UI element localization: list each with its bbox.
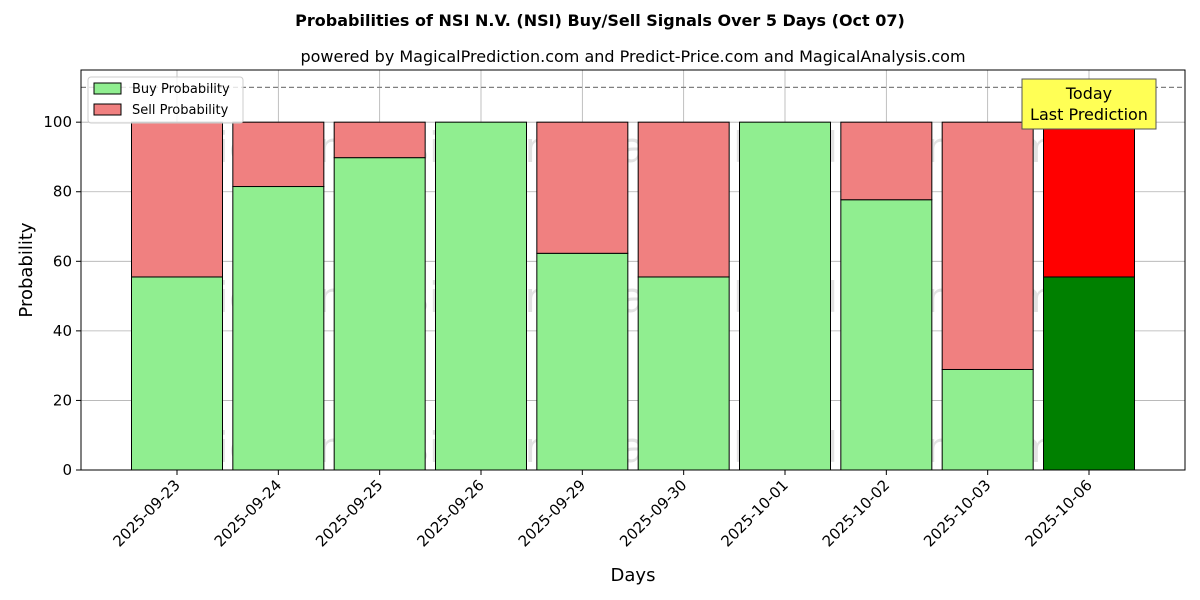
- sell-bar: [333, 121, 426, 159]
- legend-label: Sell Probability: [132, 103, 229, 118]
- x-tick-label: 2025-09-23: [109, 476, 183, 550]
- y-tick-label: 80: [53, 183, 72, 201]
- buy-bar: [333, 157, 426, 471]
- sell-bar: [1043, 121, 1135, 278]
- sell-bar: [840, 121, 933, 201]
- x-tick-label: 2025-09-24: [211, 476, 285, 550]
- plot-frame: [80, 69, 1186, 471]
- buy-bar: [739, 121, 831, 471]
- y-tick-label: 40: [53, 322, 72, 340]
- buy-bar: [1043, 276, 1135, 471]
- sell-bar: [131, 121, 223, 278]
- y-tick-label: 100: [43, 113, 72, 131]
- x-tick-label: 2025-10-02: [819, 476, 893, 550]
- x-tick-label: 2025-09-25: [312, 476, 386, 550]
- legend-swatch: [93, 82, 122, 95]
- legend: Buy Probability Sell Probability: [87, 76, 244, 124]
- buy-bar: [435, 121, 527, 471]
- bars: [131, 121, 1135, 471]
- sell-bar: [941, 121, 1034, 370]
- y-tick-label: 60: [53, 252, 72, 270]
- y-axis-label: Probability: [16, 222, 37, 317]
- buy-bar: [536, 252, 629, 471]
- buy-bar: [232, 186, 325, 471]
- chart-subtitle: powered by MagicalPrediction.com and Pre…: [300, 47, 965, 66]
- y-tick-label: 0: [62, 461, 72, 479]
- buy-bar: [131, 276, 223, 471]
- sell-bar: [536, 121, 629, 254]
- buy-bar: [941, 368, 1034, 471]
- chart-title: Probabilities of NSI N.V. (NSI) Buy/Sell…: [295, 11, 905, 30]
- y-tick-label: 20: [53, 391, 72, 409]
- legend-box: [87, 76, 244, 124]
- x-tick-label: 2025-09-29: [515, 476, 589, 550]
- y-ticks: 0 20 40 60 80 100: [43, 113, 81, 479]
- x-tick-label: 2025-10-06: [1021, 476, 1095, 550]
- x-tick-label: 2025-09-30: [616, 476, 690, 550]
- x-axis-label: Days: [611, 565, 656, 586]
- legend-swatch: [93, 103, 122, 116]
- x-tick-label: 2025-10-01: [717, 476, 791, 550]
- today-annotation: Today Last Prediction: [1021, 78, 1157, 130]
- sell-bar: [232, 121, 325, 188]
- buy-bar: [840, 199, 933, 471]
- x-tick-label: 2025-10-03: [920, 476, 994, 550]
- sell-bar: [637, 121, 730, 278]
- annotation-text: Last Prediction: [1030, 105, 1148, 124]
- legend-label: Buy Probability: [132, 82, 230, 97]
- annotation-box: [1021, 78, 1157, 130]
- buy-bar: [637, 276, 730, 471]
- x-ticks: 2025-09-23 2025-09-24 2025-09-25 2025-09-26…: [109, 470, 1096, 550]
- x-tick-label: 2025-09-26: [413, 476, 487, 550]
- annotation-text: Today: [1065, 84, 1112, 103]
